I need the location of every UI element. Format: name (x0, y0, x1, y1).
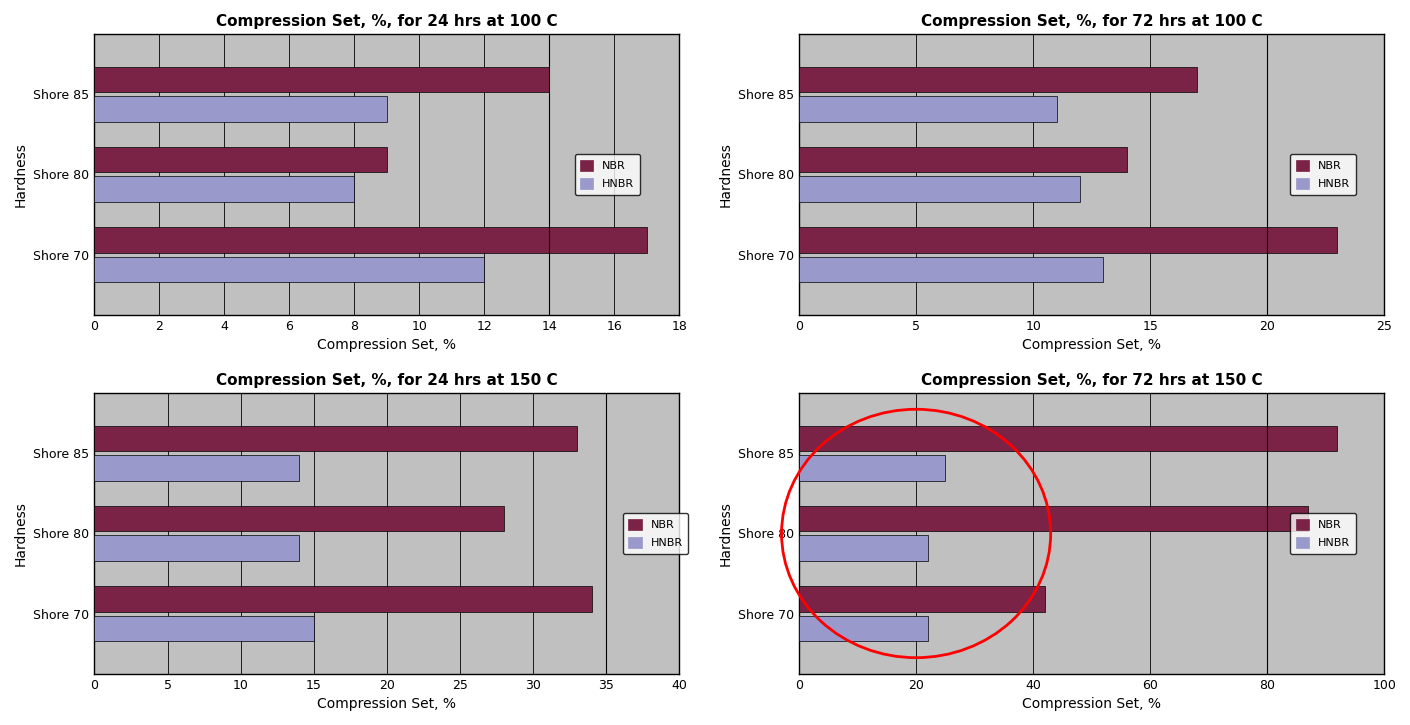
X-axis label: Compression Set, %: Compression Set, % (317, 338, 457, 352)
Title: Compression Set, %, for 24 hrs at 150 C: Compression Set, %, for 24 hrs at 150 C (216, 373, 558, 388)
Legend: NBR, HNBR: NBR, HNBR (623, 513, 688, 554)
Legend: NBR, HNBR: NBR, HNBR (1290, 154, 1356, 195)
Bar (799, 506, 1308, 531)
Bar (94, 616, 314, 641)
X-axis label: Compression Set, %: Compression Set, % (1022, 697, 1162, 711)
Y-axis label: Hardness: Hardness (14, 501, 28, 566)
Bar (94, 146, 386, 173)
Legend: NBR, HNBR: NBR, HNBR (574, 154, 640, 195)
Bar (799, 426, 1337, 452)
Bar (799, 455, 945, 481)
Title: Compression Set, %, for 72 hrs at 150 C: Compression Set, %, for 72 hrs at 150 C (921, 373, 1262, 388)
Bar (799, 616, 928, 641)
Bar (94, 96, 386, 122)
Bar (94, 67, 550, 92)
Bar (94, 506, 503, 531)
Bar (799, 67, 1197, 92)
Bar (94, 227, 647, 252)
Bar (799, 227, 1337, 252)
Bar (94, 426, 577, 452)
Bar (94, 586, 592, 612)
Y-axis label: Hardness: Hardness (14, 142, 28, 207)
Bar (799, 146, 1127, 173)
Y-axis label: Hardness: Hardness (719, 142, 733, 207)
Bar (799, 96, 1056, 122)
Legend: NBR, HNBR: NBR, HNBR (1290, 513, 1356, 554)
Bar (94, 536, 299, 561)
Bar (94, 257, 485, 282)
Bar (799, 176, 1080, 202)
Title: Compression Set, %, for 24 hrs at 100 C: Compression Set, %, for 24 hrs at 100 C (216, 14, 558, 29)
Bar (799, 536, 928, 561)
Bar (799, 257, 1104, 282)
Y-axis label: Hardness: Hardness (719, 501, 733, 566)
Bar (799, 586, 1045, 612)
Bar (94, 176, 354, 202)
Title: Compression Set, %, for 72 hrs at 100 C: Compression Set, %, for 72 hrs at 100 C (921, 14, 1262, 29)
X-axis label: Compression Set, %: Compression Set, % (1022, 338, 1162, 352)
X-axis label: Compression Set, %: Compression Set, % (317, 697, 457, 711)
Bar (94, 455, 299, 481)
